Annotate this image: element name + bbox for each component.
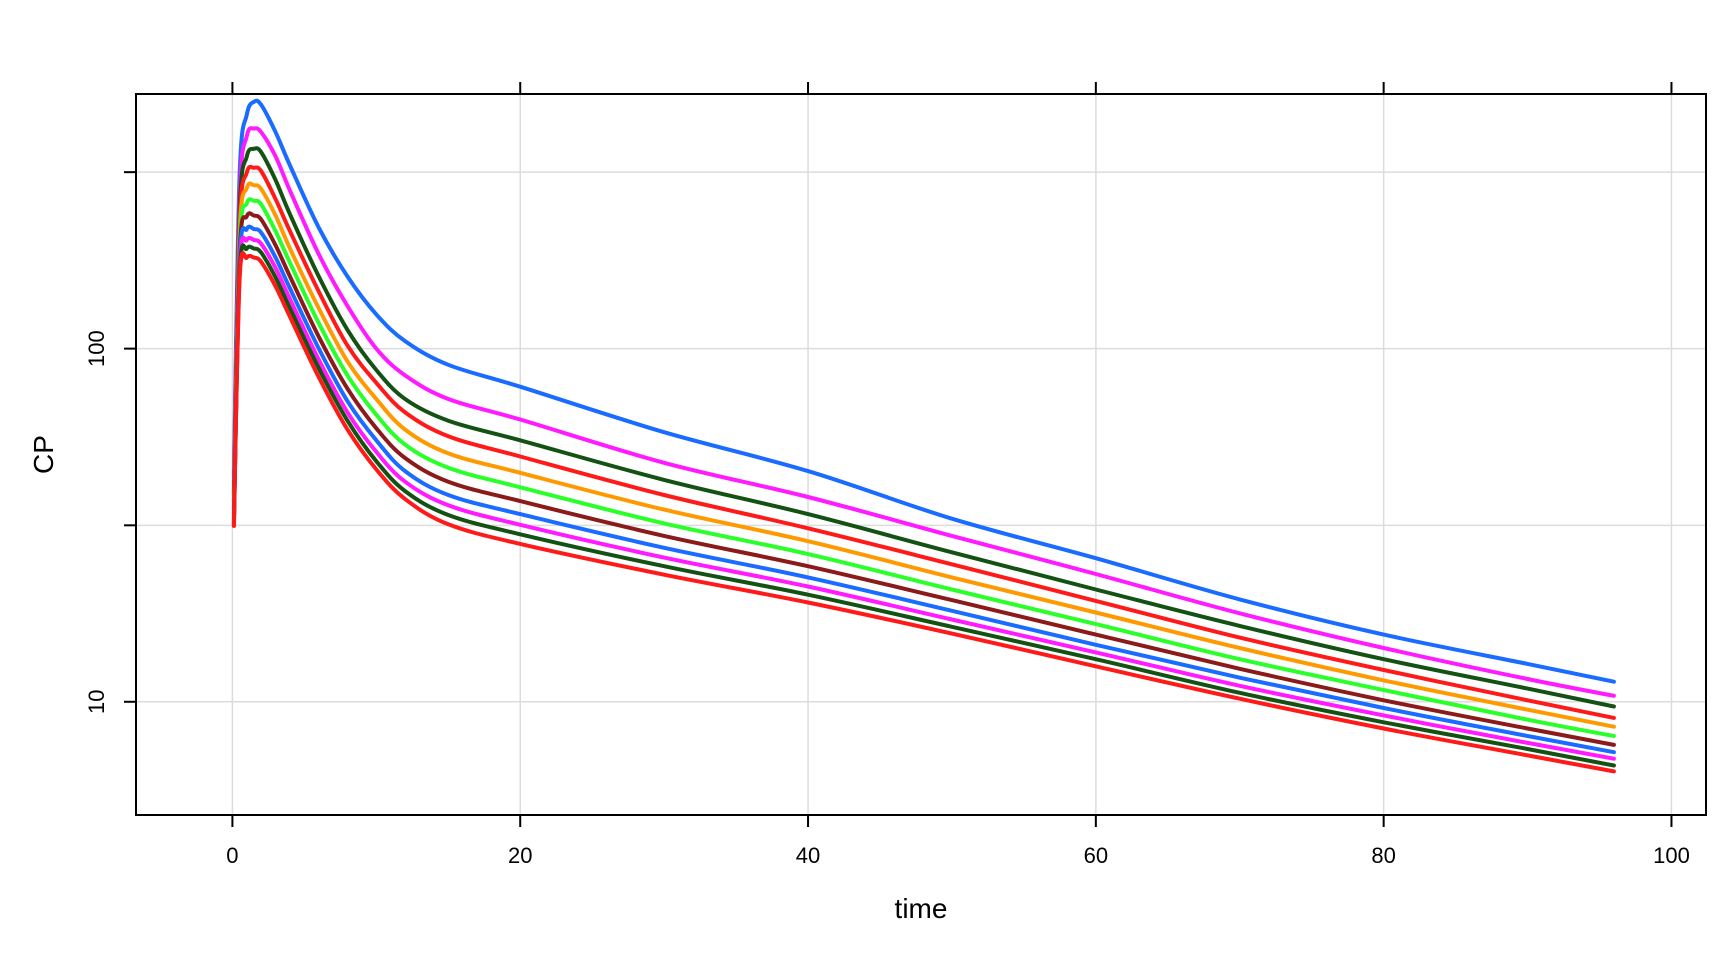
y-tick-label: 100: [84, 330, 109, 367]
y-axis-ticks: 10 100: [84, 171, 136, 714]
x-axis-title: time: [895, 893, 948, 924]
series-line-5: [231, 181, 1616, 729]
series-line-4: [231, 164, 1616, 720]
series-line-9: [231, 235, 1616, 761]
x-tick-label: 60: [1084, 843, 1108, 868]
y-tick-label: 10: [84, 690, 109, 714]
series-line-10: [231, 243, 1616, 768]
plot-frame: [135, 93, 1707, 816]
series-line-11: [231, 251, 1616, 774]
grid-lines: [136, 94, 1706, 815]
series-line-7: [231, 211, 1616, 747]
y-axis-title: CP: [28, 435, 59, 474]
series-line-6: [231, 197, 1616, 738]
series-lines: [231, 98, 1616, 774]
x-tick-label: 100: [1653, 843, 1690, 868]
series-line-8: [231, 224, 1616, 755]
x-tick-label: 80: [1371, 843, 1395, 868]
series-line-3: [231, 146, 1616, 709]
x-axis-ticks: 0 20 40 60 80 100: [226, 82, 1690, 868]
series-line-2: [231, 126, 1616, 698]
series-line-1: [231, 98, 1616, 684]
x-tick-label: 0: [226, 843, 238, 868]
x-tick-label: 40: [796, 843, 820, 868]
x-tick-label: 20: [508, 843, 532, 868]
